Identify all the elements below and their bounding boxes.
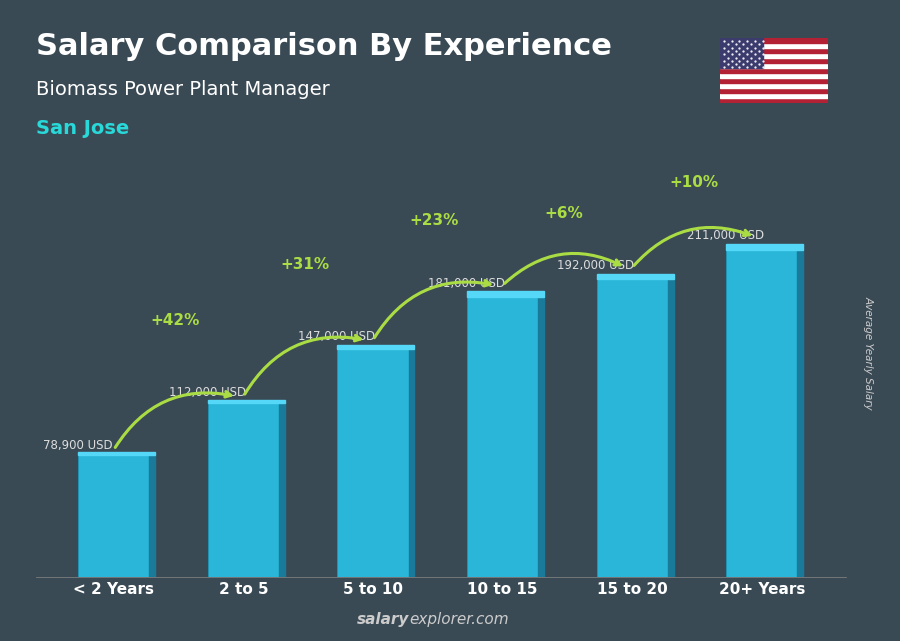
Bar (720, 38, 763, 68)
Bar (279, 403, 284, 577)
Bar (720, 93, 828, 97)
Text: Average Yearly Salary: Average Yearly Salary (863, 296, 874, 410)
Bar (668, 279, 673, 577)
Bar (720, 44, 828, 48)
Text: 112,000 USD: 112,000 USD (168, 386, 246, 399)
Bar (538, 297, 544, 577)
Text: Salary Comparison By Experience: Salary Comparison By Experience (36, 32, 612, 61)
Text: Biomass Power Plant Manager: Biomass Power Plant Manager (36, 80, 329, 99)
Bar (720, 88, 828, 93)
Bar (726, 250, 797, 577)
Bar (726, 244, 803, 250)
Bar (597, 279, 668, 577)
Bar (208, 403, 279, 577)
Bar (597, 274, 673, 279)
Bar (720, 48, 828, 53)
Text: San Jose: San Jose (36, 119, 130, 138)
Bar (78, 453, 155, 454)
Bar (797, 250, 803, 577)
Bar (338, 345, 414, 349)
Text: +23%: +23% (410, 213, 459, 228)
Bar (720, 83, 828, 88)
Bar (149, 454, 155, 577)
Bar (720, 53, 828, 58)
Text: 211,000 USD: 211,000 USD (687, 229, 764, 242)
Bar (720, 78, 828, 83)
Bar (720, 68, 828, 73)
Text: +42%: +42% (150, 313, 200, 328)
Bar (409, 349, 414, 577)
Text: 192,000 USD: 192,000 USD (557, 259, 634, 272)
Text: salary: salary (357, 612, 410, 627)
Bar (720, 58, 828, 63)
Text: 78,900 USD: 78,900 USD (42, 438, 112, 452)
Bar (467, 297, 538, 577)
Text: explorer.com: explorer.com (410, 612, 509, 627)
Bar (720, 38, 828, 44)
Text: +6%: +6% (544, 206, 583, 221)
Bar (338, 349, 409, 577)
Bar (467, 292, 544, 297)
Bar (720, 73, 828, 78)
Text: 181,000 USD: 181,000 USD (428, 276, 505, 290)
Text: +31%: +31% (281, 256, 329, 272)
Bar (720, 63, 828, 68)
Bar (78, 454, 149, 577)
Bar (208, 400, 284, 403)
Text: +10%: +10% (670, 176, 718, 190)
Bar (720, 97, 828, 103)
Text: 147,000 USD: 147,000 USD (298, 331, 375, 344)
